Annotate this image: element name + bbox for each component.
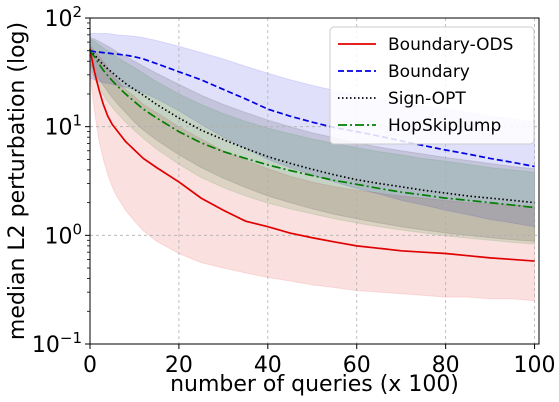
- x-tick-label: 40: [254, 353, 282, 378]
- legend-label: Boundary-ODS: [388, 35, 513, 55]
- legend-box: [329, 26, 535, 145]
- plot-area-frame: [89, 17, 540, 345]
- y-axis-ticks: 10−1 100 101 102: [32, 3, 90, 358]
- y-tick-label: 100: [44, 220, 82, 249]
- series-lines: [89, 48, 535, 262]
- band-boundary: [89, 33, 536, 228]
- x-axis-label: number of queries (x 100): [170, 372, 459, 397]
- legend-label: Sign-OPT: [388, 89, 466, 109]
- band-hopskipjump: [89, 38, 536, 245]
- series-line-sign-opt: [89, 50, 535, 204]
- y-tick-label: 102: [44, 3, 82, 32]
- x-tick-label: 80: [432, 353, 460, 378]
- y-tick-label: 10−1: [32, 329, 82, 358]
- legend-label: Boundary: [388, 62, 470, 82]
- x-tick-label: 60: [343, 353, 371, 378]
- series-line-boundary: [89, 49, 535, 168]
- series-line-boundary-ods: [89, 48, 535, 262]
- y-axis-label: median L2 perturbation (log): [5, 22, 30, 340]
- x-tick-label: 100: [514, 353, 556, 378]
- legend-label: HopSkipJump: [388, 116, 501, 136]
- y-tick-label: 101: [44, 112, 82, 141]
- legend: Boundary-ODS Boundary Sign-OPT HopSkipJump: [329, 26, 535, 145]
- x-axis-ticks: 0 20 40 60 80 100: [83, 344, 556, 378]
- series-line-hopskipjump: [89, 50, 535, 209]
- x-tick-label: 0: [83, 353, 97, 378]
- x-tick-label: 20: [165, 353, 193, 378]
